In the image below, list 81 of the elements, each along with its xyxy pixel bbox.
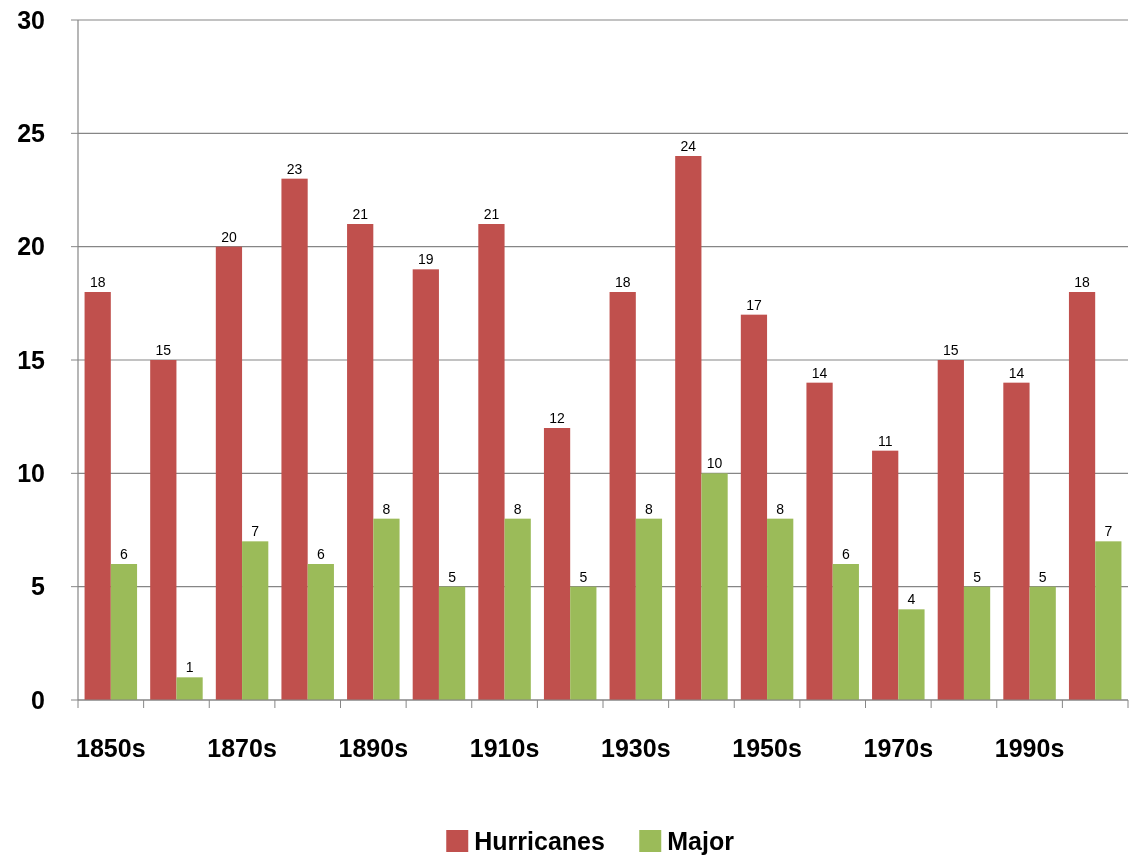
bar xyxy=(675,156,702,700)
data-label: 8 xyxy=(382,500,391,517)
bar xyxy=(963,586,991,700)
data-label: 17 xyxy=(746,296,762,313)
x-tick-label: 1930s xyxy=(601,734,671,762)
data-label: 14 xyxy=(1008,364,1025,381)
y-tick-label: 0 xyxy=(31,685,45,714)
x-tick-label: 1990s xyxy=(994,734,1065,762)
data-label: 7 xyxy=(1104,523,1113,540)
data-label: 20 xyxy=(221,228,237,245)
data-label: 7 xyxy=(251,523,260,540)
bar xyxy=(307,564,334,700)
legend-label: Hurricanes xyxy=(474,826,605,855)
x-tick-label: 1850s xyxy=(76,734,146,762)
data-label: 8 xyxy=(776,500,785,517)
data-label: 18 xyxy=(89,274,106,290)
x-tick-label: 1890s xyxy=(338,734,409,762)
bar xyxy=(242,541,269,700)
bar xyxy=(373,518,400,700)
bar xyxy=(1068,292,1096,700)
data-label: 5 xyxy=(973,568,982,585)
bar xyxy=(609,292,636,700)
bar xyxy=(84,292,111,700)
bar xyxy=(347,224,374,700)
bar xyxy=(570,586,597,700)
data-label: 1 xyxy=(185,659,194,676)
data-label: 21 xyxy=(352,206,369,222)
bar xyxy=(937,360,964,700)
y-tick-label: 15 xyxy=(17,345,46,374)
data-label: 5 xyxy=(579,568,588,585)
y-tick-label: 25 xyxy=(17,119,46,148)
bar xyxy=(176,677,203,700)
data-label: 18 xyxy=(1074,274,1091,290)
data-label: 10 xyxy=(706,455,723,472)
data-label: 24 xyxy=(680,138,697,154)
bar xyxy=(543,428,571,700)
data-label: 23 xyxy=(286,160,303,177)
legend-label: Major xyxy=(667,826,735,855)
bar xyxy=(806,382,833,700)
bar xyxy=(767,518,794,700)
bar xyxy=(898,609,925,700)
bar xyxy=(215,246,243,700)
bar xyxy=(438,586,466,700)
data-label: 8 xyxy=(513,500,522,517)
data-label: 5 xyxy=(1038,568,1047,585)
bar xyxy=(150,360,177,700)
data-label: 6 xyxy=(120,546,129,562)
data-label: 12 xyxy=(549,410,566,426)
data-label: 15 xyxy=(155,342,172,358)
bar xyxy=(832,564,859,700)
bar xyxy=(740,314,768,700)
data-label: 6 xyxy=(841,546,850,562)
bar xyxy=(110,564,138,700)
x-tick-label: 1870s xyxy=(207,734,277,762)
bar xyxy=(701,473,728,700)
y-tick-label: 30 xyxy=(17,5,45,34)
bar xyxy=(412,269,439,700)
bar xyxy=(281,178,308,700)
data-label: 15 xyxy=(943,342,959,358)
y-tick-label: 5 xyxy=(31,572,46,601)
x-tick-label: 1970s xyxy=(863,734,934,762)
data-label: 14 xyxy=(811,364,828,381)
bar xyxy=(1095,541,1122,700)
y-tick-label: 20 xyxy=(17,232,45,261)
x-tick-label: 1910s xyxy=(469,734,540,762)
bar xyxy=(478,224,505,700)
y-tick-label: 10 xyxy=(17,459,45,488)
data-label: 19 xyxy=(418,251,434,268)
bar xyxy=(1003,382,1030,700)
data-label: 8 xyxy=(645,500,654,517)
x-tick-label: 1950s xyxy=(732,734,802,762)
data-label: 6 xyxy=(316,546,325,562)
bar xyxy=(504,518,531,700)
data-label: 21 xyxy=(483,206,500,222)
bar xyxy=(635,518,663,700)
bar xyxy=(1029,586,1056,700)
data-label: 5 xyxy=(448,568,457,585)
data-label: 18 xyxy=(614,274,631,290)
bar xyxy=(872,450,899,700)
data-label: 4 xyxy=(907,591,916,608)
data-label: 11 xyxy=(877,432,893,449)
